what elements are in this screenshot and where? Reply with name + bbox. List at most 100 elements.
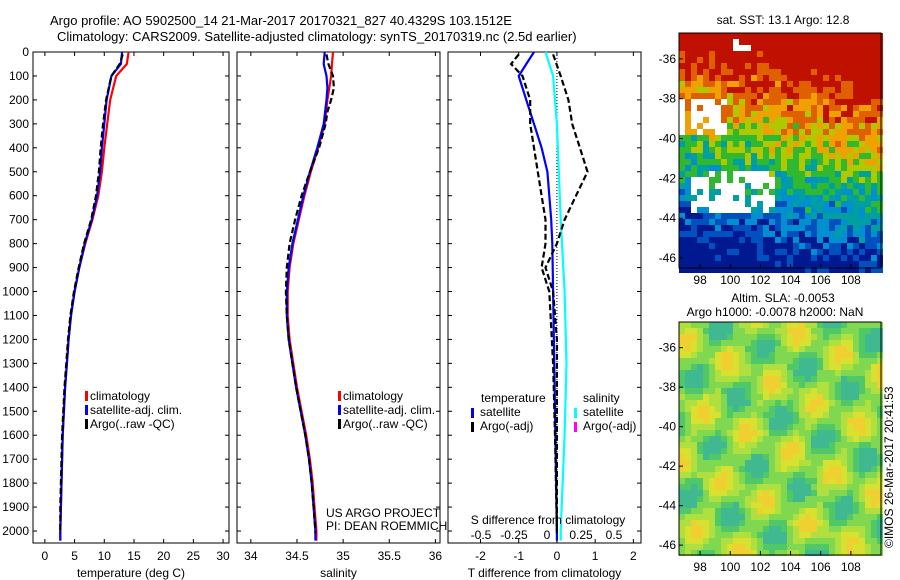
map-cell [763,478,769,484]
map-cell [691,352,697,358]
map-cell [751,490,757,496]
map-cell [721,388,727,394]
map-cell [835,454,841,460]
map-cell [877,57,883,63]
map-cell [715,478,721,484]
map-cell [853,370,859,376]
map-cell [829,454,835,460]
map-cell [703,33,709,39]
map-cell [799,267,805,273]
map-cell [865,490,871,496]
map-cell [709,69,715,75]
map-cell [817,219,823,225]
map-cell [847,334,853,340]
map-cell [739,544,745,550]
map-cell [727,388,733,394]
map-cell [733,364,739,370]
map-cell [787,382,793,388]
map-cell [781,147,787,153]
map-cell [679,207,685,213]
map-cell [793,514,799,520]
map-cell [793,376,799,382]
map-cell [847,388,853,394]
map-cell [739,63,745,69]
map-cell [835,111,841,117]
map-cell [835,123,841,129]
map-cell [715,538,721,544]
map-cell [859,81,865,87]
map-cell [775,514,781,520]
map-cell [829,93,835,99]
map-cell [811,249,817,255]
map-cell [853,448,859,454]
map-cell [697,454,703,460]
y-tick-label: 1000 [2,285,29,299]
map-cell [709,51,715,57]
map-cell [715,466,721,472]
map-cell [805,382,811,388]
map-cell [859,502,865,508]
map-cell [727,249,733,255]
map-cell [781,466,787,472]
map-cell [721,520,727,526]
map-cell [799,448,805,454]
map-cell [727,81,733,87]
map-cell [775,33,781,39]
map-cell [835,165,841,171]
map-cell [811,520,817,526]
map-cell [799,69,805,75]
map-cell [763,322,769,328]
map-cell [847,195,853,201]
map-cell [793,388,799,394]
map-cell [787,424,793,430]
map-cell [877,526,883,532]
map-cell [877,382,883,388]
map-cell [787,352,793,358]
map-cell [859,472,865,478]
map-cell [853,478,859,484]
map-cell [775,207,781,213]
map-cell [781,520,787,526]
map-cell [715,436,721,442]
y-tick-label: 1300 [2,356,29,370]
map-cell [859,105,865,111]
map-cell [679,243,685,249]
map-cell [775,267,781,273]
map-cell [805,69,811,75]
map-cell [697,213,703,219]
y-tick-label: -46 [659,538,677,552]
map-cell [703,334,709,340]
map-cell [751,454,757,460]
map-cell [679,436,685,442]
map-cell [685,231,691,237]
map-cell [685,550,691,556]
map-cell [751,243,757,249]
map-cell [835,261,841,267]
map-cell [733,538,739,544]
map-cell [829,364,835,370]
map-cell [733,430,739,436]
map-cell [781,460,787,466]
map-cell [751,261,757,267]
legend-swatch [338,391,341,401]
map-cell [757,472,763,478]
map-cell [751,346,757,352]
map-cell [793,171,799,177]
legend-swatch [471,422,474,432]
map-cell [859,123,865,129]
map-cell [733,436,739,442]
map-cell [721,496,727,502]
map-cell [727,442,733,448]
map-cell [871,442,877,448]
map-cell [877,111,883,117]
map-cell [823,334,829,340]
map-cell [817,436,823,442]
map-cell [697,207,703,213]
map-cell [751,340,757,346]
map-cell [805,376,811,382]
map-cell [811,418,817,424]
map-cell [697,370,703,376]
map-cell [721,213,727,219]
map-cell [799,430,805,436]
map-cell [745,514,751,520]
